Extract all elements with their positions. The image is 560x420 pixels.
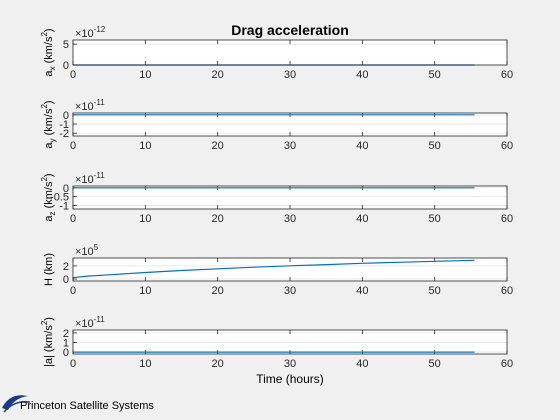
- y-tick-label: 2: [63, 261, 69, 273]
- y-tick-label: -2: [59, 128, 69, 140]
- y-exponent-label: ×105: [75, 243, 99, 258]
- x-tick-label: 0: [70, 358, 76, 370]
- x-tick-label: 60: [501, 140, 513, 152]
- y-tick-label: 1: [63, 337, 69, 349]
- x-tick-label: 30: [284, 213, 296, 225]
- y-tick-label: 0: [63, 60, 69, 72]
- axes-frame: [72, 257, 508, 282]
- x-tick-label: 20: [212, 140, 224, 152]
- x-tick-label: 40: [356, 285, 368, 297]
- x-tick-label: 60: [501, 358, 513, 370]
- y-axis-label: ay (km/s2): [40, 100, 57, 148]
- x-tick-label: 40: [356, 69, 368, 81]
- x-tick-label: 20: [212, 69, 224, 81]
- psys-logo: [2, 395, 31, 413]
- x-tick-label: 30: [284, 69, 296, 81]
- x-tick-label: 40: [356, 358, 368, 370]
- axes-background: [73, 186, 507, 209]
- y-exponent-label: ×10-12: [75, 25, 106, 40]
- x-tick-label: 0: [70, 285, 76, 297]
- y-axis-label: H (km): [43, 253, 55, 286]
- axes-background: [73, 258, 507, 281]
- x-tick-label: 20: [212, 213, 224, 225]
- x-tick-label: 0: [70, 140, 76, 152]
- x-tick-label: 50: [429, 358, 441, 370]
- y-tick-label: 5: [63, 39, 69, 51]
- y-tick-label: 2: [63, 328, 69, 340]
- y-tick-label: 0: [63, 110, 69, 122]
- x-tick-label: 0: [70, 213, 76, 225]
- y-exponent-label: ×10-11: [75, 98, 105, 113]
- x-tick-label: 50: [429, 69, 441, 81]
- chart-title: Drag acceleration: [231, 22, 349, 38]
- x-tick-label: 50: [429, 213, 441, 225]
- x-tick-label: 60: [501, 69, 513, 81]
- x-tick-label: 40: [356, 213, 368, 225]
- y-axis-label: ax (km/s2): [40, 28, 57, 76]
- x-tick-label: 60: [501, 213, 513, 225]
- logo-text: Princeton Satellite Systems: [20, 400, 154, 412]
- x-tick-label: 10: [139, 213, 151, 225]
- axes-frame: [72, 185, 508, 210]
- y-axis-label: |a| (km/s2): [40, 317, 55, 367]
- axes-frame: [72, 39, 508, 66]
- y-tick-label: 0: [63, 183, 69, 195]
- y-tick-label: -1: [59, 119, 69, 131]
- y-exponent-label: ×10-11: [75, 315, 105, 330]
- x-tick-label: 20: [212, 358, 224, 370]
- x-tick-label: 30: [284, 285, 296, 297]
- x-tick-label: 60: [501, 285, 513, 297]
- x-tick-label: 10: [139, 285, 151, 297]
- x-tick-label: 10: [139, 69, 151, 81]
- y-exponent-label: ×10-11: [75, 171, 105, 186]
- axes-frame: [72, 329, 508, 355]
- x-tick-label: 40: [356, 140, 368, 152]
- y-tick-label: 0: [63, 274, 69, 286]
- y-axis-label: az (km/s2): [40, 173, 57, 221]
- y-tick-label: -1: [59, 200, 69, 212]
- series-line: [72, 259, 475, 279]
- x-tick-label: 0: [70, 69, 76, 81]
- x-axis-label: Time (hours): [256, 372, 324, 386]
- x-tick-label: 50: [429, 140, 441, 152]
- y-tick-label: -0.5: [50, 192, 69, 204]
- x-tick-label: 30: [284, 140, 296, 152]
- y-tick-label: 0: [63, 347, 69, 359]
- x-tick-label: 30: [284, 358, 296, 370]
- x-tick-label: 20: [212, 285, 224, 297]
- x-tick-label: 50: [429, 285, 441, 297]
- axes-background: [73, 113, 507, 136]
- x-tick-label: 10: [139, 358, 151, 370]
- x-tick-label: 10: [139, 140, 151, 152]
- axes-frame: [72, 112, 508, 137]
